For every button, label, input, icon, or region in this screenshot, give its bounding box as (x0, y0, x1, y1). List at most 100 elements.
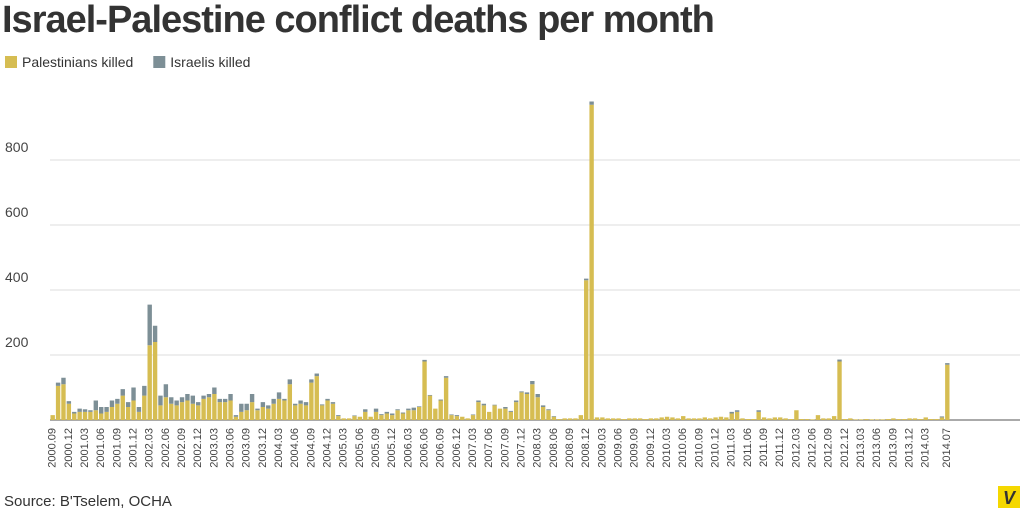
bar (55, 382, 61, 386)
bar (443, 376, 449, 378)
bar (319, 404, 325, 406)
x-tick-label: 2004.09 (305, 428, 317, 468)
bar (66, 401, 72, 404)
bar (540, 407, 546, 420)
bar (55, 385, 61, 420)
bar (163, 384, 169, 398)
x-tick-label: 2014.07 (941, 428, 953, 468)
bar (470, 415, 476, 420)
bar (734, 411, 740, 420)
x-tick-label: 2012.03 (790, 428, 802, 468)
bar (540, 405, 546, 407)
bar (891, 418, 896, 420)
x-tick-label: 2011.09 (758, 428, 770, 467)
bar (535, 397, 540, 420)
bar (443, 377, 449, 420)
bar (837, 361, 842, 420)
bar (109, 400, 115, 407)
bar (530, 381, 535, 385)
bar (309, 379, 314, 383)
bar (449, 414, 454, 416)
bar (449, 415, 454, 420)
bar (885, 419, 891, 420)
bar (131, 387, 136, 401)
source: Source: B'Tselem, OCHA (4, 493, 172, 510)
bar (427, 394, 433, 396)
x-tick-label: 2005.06 (354, 428, 366, 468)
bar (460, 416, 465, 420)
bar (169, 403, 174, 420)
bar (179, 397, 185, 403)
bar (266, 405, 271, 409)
bar (298, 400, 303, 404)
bar (174, 405, 179, 420)
x-tick-label: 2014.03 (920, 428, 932, 468)
bar (77, 411, 82, 420)
bar (594, 417, 600, 420)
x-tick-label: 2013.09 (887, 428, 899, 468)
bar (120, 395, 125, 420)
bar (675, 418, 681, 420)
bar (939, 416, 945, 418)
bar (610, 418, 616, 420)
bar (535, 394, 540, 398)
bar (729, 411, 734, 414)
bar (702, 417, 707, 420)
bar (918, 419, 923, 420)
bar (761, 417, 767, 420)
x-tick-label: 2013.12 (903, 428, 915, 468)
y-tick-label: 600 (5, 204, 29, 220)
bar (476, 402, 481, 420)
bar (519, 392, 524, 420)
bar (136, 411, 142, 420)
bar (438, 400, 443, 420)
bar (400, 412, 406, 414)
bar (438, 399, 443, 401)
bar (875, 419, 880, 420)
bar (72, 413, 77, 420)
bar (179, 402, 185, 420)
bar (346, 418, 352, 420)
bar (303, 402, 309, 406)
logo-box (998, 486, 1020, 508)
bar (508, 410, 513, 412)
bar (373, 408, 379, 412)
x-tick-label: 2002.03 (144, 428, 156, 468)
bar (368, 416, 373, 420)
bar (233, 416, 239, 420)
bar (853, 419, 858, 420)
x-tick-label: 2003.06 (224, 428, 236, 468)
bar (713, 417, 718, 420)
x-tick-label: 2011.12 (774, 428, 786, 467)
bar (363, 409, 368, 412)
x-tick-label: 2007.06 (483, 428, 495, 468)
x-tick-label: 2007.09 (499, 428, 511, 468)
bar (287, 379, 293, 385)
bar (508, 411, 513, 420)
bar (249, 402, 255, 420)
bar (104, 407, 109, 412)
x-tick-label: 2000.09 (47, 428, 59, 468)
bar (573, 418, 578, 420)
bar (379, 414, 384, 416)
x-tick-label: 2002.06 (160, 428, 172, 468)
bar (244, 403, 249, 411)
x-tick-label: 2012.09 (823, 428, 835, 468)
x-tick-label: 2003.12 (257, 428, 269, 468)
bar (104, 411, 109, 420)
bar (848, 418, 853, 420)
bar (681, 416, 686, 420)
bar (794, 410, 799, 420)
bar (767, 418, 772, 420)
bar (621, 419, 627, 420)
bar (654, 418, 659, 420)
bar (810, 419, 815, 420)
bar (341, 418, 346, 420)
bar (174, 400, 179, 406)
x-tick-label: 2004.06 (289, 428, 301, 468)
bar (945, 364, 950, 420)
bar (201, 398, 206, 420)
bar (831, 416, 837, 420)
bar (330, 403, 336, 420)
